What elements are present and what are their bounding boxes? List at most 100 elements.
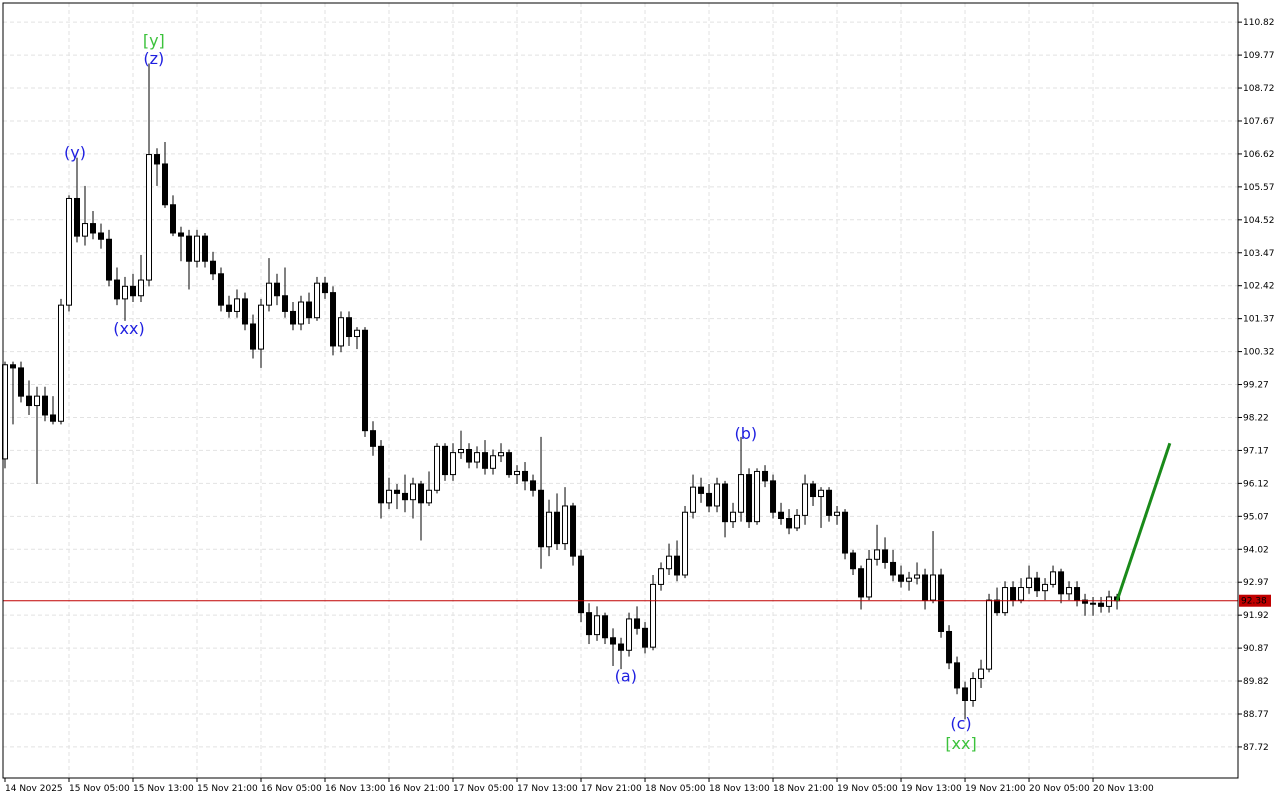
candle-body [322,282,329,294]
candle-body [546,511,553,548]
candle-body [538,489,545,548]
wave-label: (a) [615,666,637,685]
x-tick-label: 14 Nov 2025 [5,784,63,794]
x-tick-label: 19 Nov 21:00 [965,784,1026,794]
price-tag [1239,594,1271,607]
candle-body [938,574,945,632]
candle-body [386,489,393,504]
candle-body [786,518,793,529]
y-tick-label: 109.77 [1243,51,1275,61]
candle-body [690,486,697,513]
candle-body [1050,571,1057,585]
candle-body [746,474,753,523]
candle-body [370,430,377,447]
candle-body [770,480,777,513]
candle-body [162,163,169,206]
candle-body [274,282,281,297]
x-tick-label: 18 Nov 13:00 [709,784,770,794]
wave-label: (b) [735,424,758,443]
y-tick-label: 90.87 [1243,644,1269,654]
candle-body [730,511,737,523]
y-tick-label: 101.37 [1243,315,1275,325]
x-tick-label: 17 Nov 21:00 [581,784,642,794]
x-tick-label: 16 Nov 13:00 [325,784,386,794]
candle-body [810,483,817,498]
candle-body [106,238,113,281]
candle-body [714,483,721,507]
x-tick-label: 19 Nov 13:00 [901,784,962,794]
candle-body [1026,577,1033,589]
y-tick-label: 105.57 [1243,183,1275,193]
candle-body [442,445,449,476]
y-tick-label: 108.72 [1243,84,1275,94]
candle-body [482,452,489,469]
candle-body [394,489,401,494]
candle-body [658,568,665,585]
candle-body [122,285,129,300]
candle-body [906,577,913,582]
candle-body [994,599,1001,614]
candle-body [34,395,41,407]
candle-body [1002,587,1009,614]
candle-body [618,643,625,651]
y-tick-label: 91.92 [1243,611,1269,621]
y-tick-label: 95.07 [1243,512,1269,522]
candle-body [218,273,225,306]
candle-body [194,235,201,262]
candle-body [882,549,889,563]
y-tick-label: 94.02 [1243,545,1269,555]
candle-body [650,583,657,648]
candle-body [674,555,681,576]
candle-body [450,452,457,476]
candle-body [682,511,689,576]
candle-body [402,492,409,501]
candle-body [186,235,193,262]
candle-body [298,301,305,325]
candle-body [250,323,257,350]
candle-body [930,574,937,601]
y-tick-label: 88.77 [1243,710,1269,720]
candle-body [1090,602,1097,605]
candle-body [18,367,25,397]
candle-body [954,662,961,689]
candle-body [458,448,465,454]
x-tick-label: 16 Nov 21:00 [389,784,450,794]
candle-body [90,223,97,234]
candle-body [466,448,473,463]
candle-body [130,285,137,297]
candle-body [50,414,57,422]
candle-body [850,552,857,570]
y-tick-label: 102.42 [1243,282,1275,292]
candle-body [946,630,953,664]
plot-frame [2,2,1239,779]
candle-body [210,260,217,275]
candle-body [738,474,745,513]
x-tick-label: 17 Nov 05:00 [453,784,514,794]
candle-body [242,298,249,325]
candle-body [338,317,345,347]
forecast-line [1115,442,1172,602]
candle-body [1018,587,1025,601]
candle-body [330,292,337,347]
candle-body [154,154,161,165]
candle-body [570,505,577,557]
candle-body [1058,571,1065,595]
candle-body [642,627,649,648]
candle-body [234,298,241,312]
candle-body [530,480,537,491]
candle-body [498,452,505,457]
x-tick-label: 20 Nov 05:00 [1029,784,1090,794]
candle-body [586,612,593,636]
wave-label: [y] [143,31,165,50]
candle-body [426,489,433,504]
candle-body [474,452,481,463]
candle-body [978,668,985,680]
y-tick-label: 104.52 [1243,216,1275,226]
y-tick-label: 100.32 [1243,348,1275,358]
candle-body [970,678,977,701]
candle-body [626,618,633,651]
candle-body [866,558,873,598]
candle-body [898,574,905,582]
